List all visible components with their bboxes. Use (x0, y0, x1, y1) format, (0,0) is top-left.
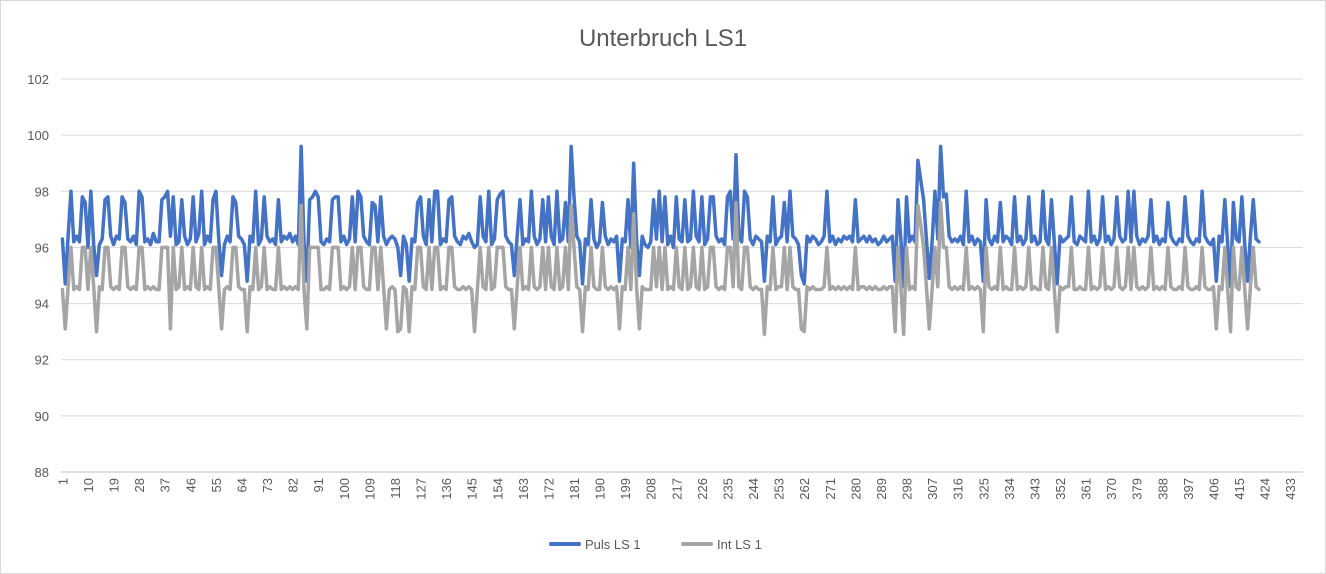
x-tick-label: 235 (720, 478, 735, 500)
y-axis: 88 90 92 94 96 98 100 102 (27, 72, 49, 480)
gridlines (61, 78, 1303, 473)
x-tick-label: 388 (1155, 478, 1170, 500)
x-tick-label: 127 (414, 478, 429, 500)
x-tick-label: 361 (1079, 478, 1094, 500)
x-tick-label: 424 (1258, 478, 1273, 500)
x-tick-label: 316 (951, 478, 966, 500)
x-tick-label: 55 (209, 478, 224, 492)
x-tick-label: 91 (311, 478, 326, 492)
y-tick-label: 88 (35, 465, 49, 480)
x-tick-label: 199 (618, 478, 633, 500)
x-tick-label: 100 (337, 478, 352, 500)
x-tick-label: 244 (746, 478, 761, 500)
x-tick-label: 163 (516, 478, 531, 500)
x-tick-label: 73 (260, 478, 275, 492)
x-tick-label: 82 (286, 478, 301, 492)
chart-title: Unterbruch LS1 (579, 25, 747, 52)
x-tick-label: 262 (797, 478, 812, 500)
x-tick-label: 298 (900, 478, 915, 500)
x-tick-label: 10 (81, 478, 96, 492)
x-tick-label: 352 (1053, 478, 1068, 500)
x-tick-label: 334 (1002, 478, 1017, 500)
x-tick-label: 271 (823, 478, 838, 500)
y-tick-label: 92 (35, 353, 49, 368)
x-tick-label: 226 (695, 478, 710, 500)
series-lines (60, 144, 1261, 337)
x-tick-label: 64 (234, 478, 249, 492)
x-tick-label: 172 (541, 478, 556, 500)
x-tick-label: 145 (465, 478, 480, 500)
x-tick-label: 415 (1232, 478, 1247, 500)
x-tick-label: 118 (388, 478, 403, 499)
x-tick-label: 343 (1027, 478, 1042, 500)
x-tick-label: 208 (644, 478, 659, 500)
x-tick-label: 307 (925, 478, 940, 500)
x-tick-label: 370 (1104, 478, 1119, 500)
y-tick-label: 102 (27, 72, 49, 87)
x-tick-label: 19 (107, 478, 122, 492)
x-tick-label: 109 (362, 478, 377, 500)
x-tick-label: 280 (848, 478, 863, 500)
x-tick-label: 28 (132, 478, 147, 492)
x-tick-label: 289 (874, 478, 889, 500)
x-tick-label: 325 (976, 478, 991, 500)
x-tick-label: 433 (1283, 478, 1298, 500)
x-tick-label: 253 (772, 478, 787, 500)
x-tick-label: 37 (158, 478, 173, 492)
legend: Puls LS 1 Int LS 1 (549, 537, 762, 552)
legend-label: Puls LS 1 (585, 537, 641, 552)
y-tick-label: 98 (35, 184, 49, 199)
x-axis: 1 10 19 28 37 46 55 64 73 82 91 100 109 118 127 136 145 1… (55, 471, 1303, 500)
y-tick-label: 100 (27, 128, 49, 143)
x-tick-label: 46 (183, 478, 198, 492)
x-tick-label: 217 (669, 478, 684, 500)
x-tick-label: 397 (1181, 478, 1196, 500)
y-tick-label: 94 (35, 297, 49, 312)
x-tick-label: 1 (55, 478, 70, 485)
x-tick-label: 406 (1206, 478, 1221, 500)
legend-label: Int LS 1 (717, 537, 762, 552)
x-tick-label: 379 (1130, 478, 1145, 500)
y-tick-label: 90 (35, 409, 49, 424)
x-tick-label: 136 (439, 478, 454, 500)
series-line-puls-ls1 (60, 144, 1261, 289)
series-line-int-ls1 (60, 200, 1261, 337)
x-tick-label: 181 (567, 478, 582, 500)
x-tick-label: 190 (593, 478, 608, 500)
x-tick-label: 154 (490, 478, 505, 500)
y-tick-label: 96 (35, 240, 49, 255)
